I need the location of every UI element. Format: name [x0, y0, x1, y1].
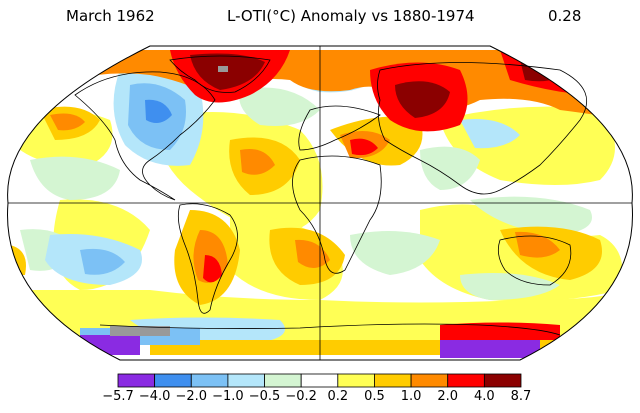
- legend-swatch: [374, 373, 412, 388]
- map-date: March 1962: [66, 7, 155, 25]
- legend-swatch: [300, 373, 339, 388]
- legend-swatch: [337, 373, 375, 388]
- legend-label: −1.0: [212, 389, 244, 404]
- legend-label: 2.0: [437, 389, 459, 404]
- legend-swatch: [410, 373, 449, 388]
- legend-label: 4.0: [474, 389, 495, 404]
- legend-label: −4.0: [138, 389, 171, 404]
- legend-swatch: [264, 373, 302, 388]
- legend-label: −5.7: [102, 389, 134, 404]
- legend-swatch: [227, 373, 265, 388]
- legend-swatch: [190, 373, 229, 388]
- legend-swatch: [117, 373, 156, 388]
- coastlines: [74, 55, 588, 336]
- missing-data-patch: [110, 326, 170, 336]
- legend-label: −2.0: [175, 389, 208, 404]
- global-mean-value: 0.28: [548, 7, 582, 25]
- legend-label: 1.0: [400, 389, 422, 404]
- legend-label: −0.5: [248, 389, 281, 404]
- legend-swatch: [154, 373, 192, 388]
- legend-label: 0.2: [327, 389, 349, 404]
- slight-cool-band: [30, 156, 120, 200]
- legend-label: 0.5: [364, 389, 385, 404]
- map-border: [7, 45, 633, 361]
- legend-label: 8.7: [510, 389, 532, 404]
- map-title: L-OTI(°C) Anomaly vs 1880-1974: [227, 7, 475, 25]
- legend-label: −0.2: [285, 389, 317, 404]
- legend-swatch: [447, 373, 485, 388]
- legend-swatch: [483, 373, 522, 388]
- color-legend: [117, 373, 522, 388]
